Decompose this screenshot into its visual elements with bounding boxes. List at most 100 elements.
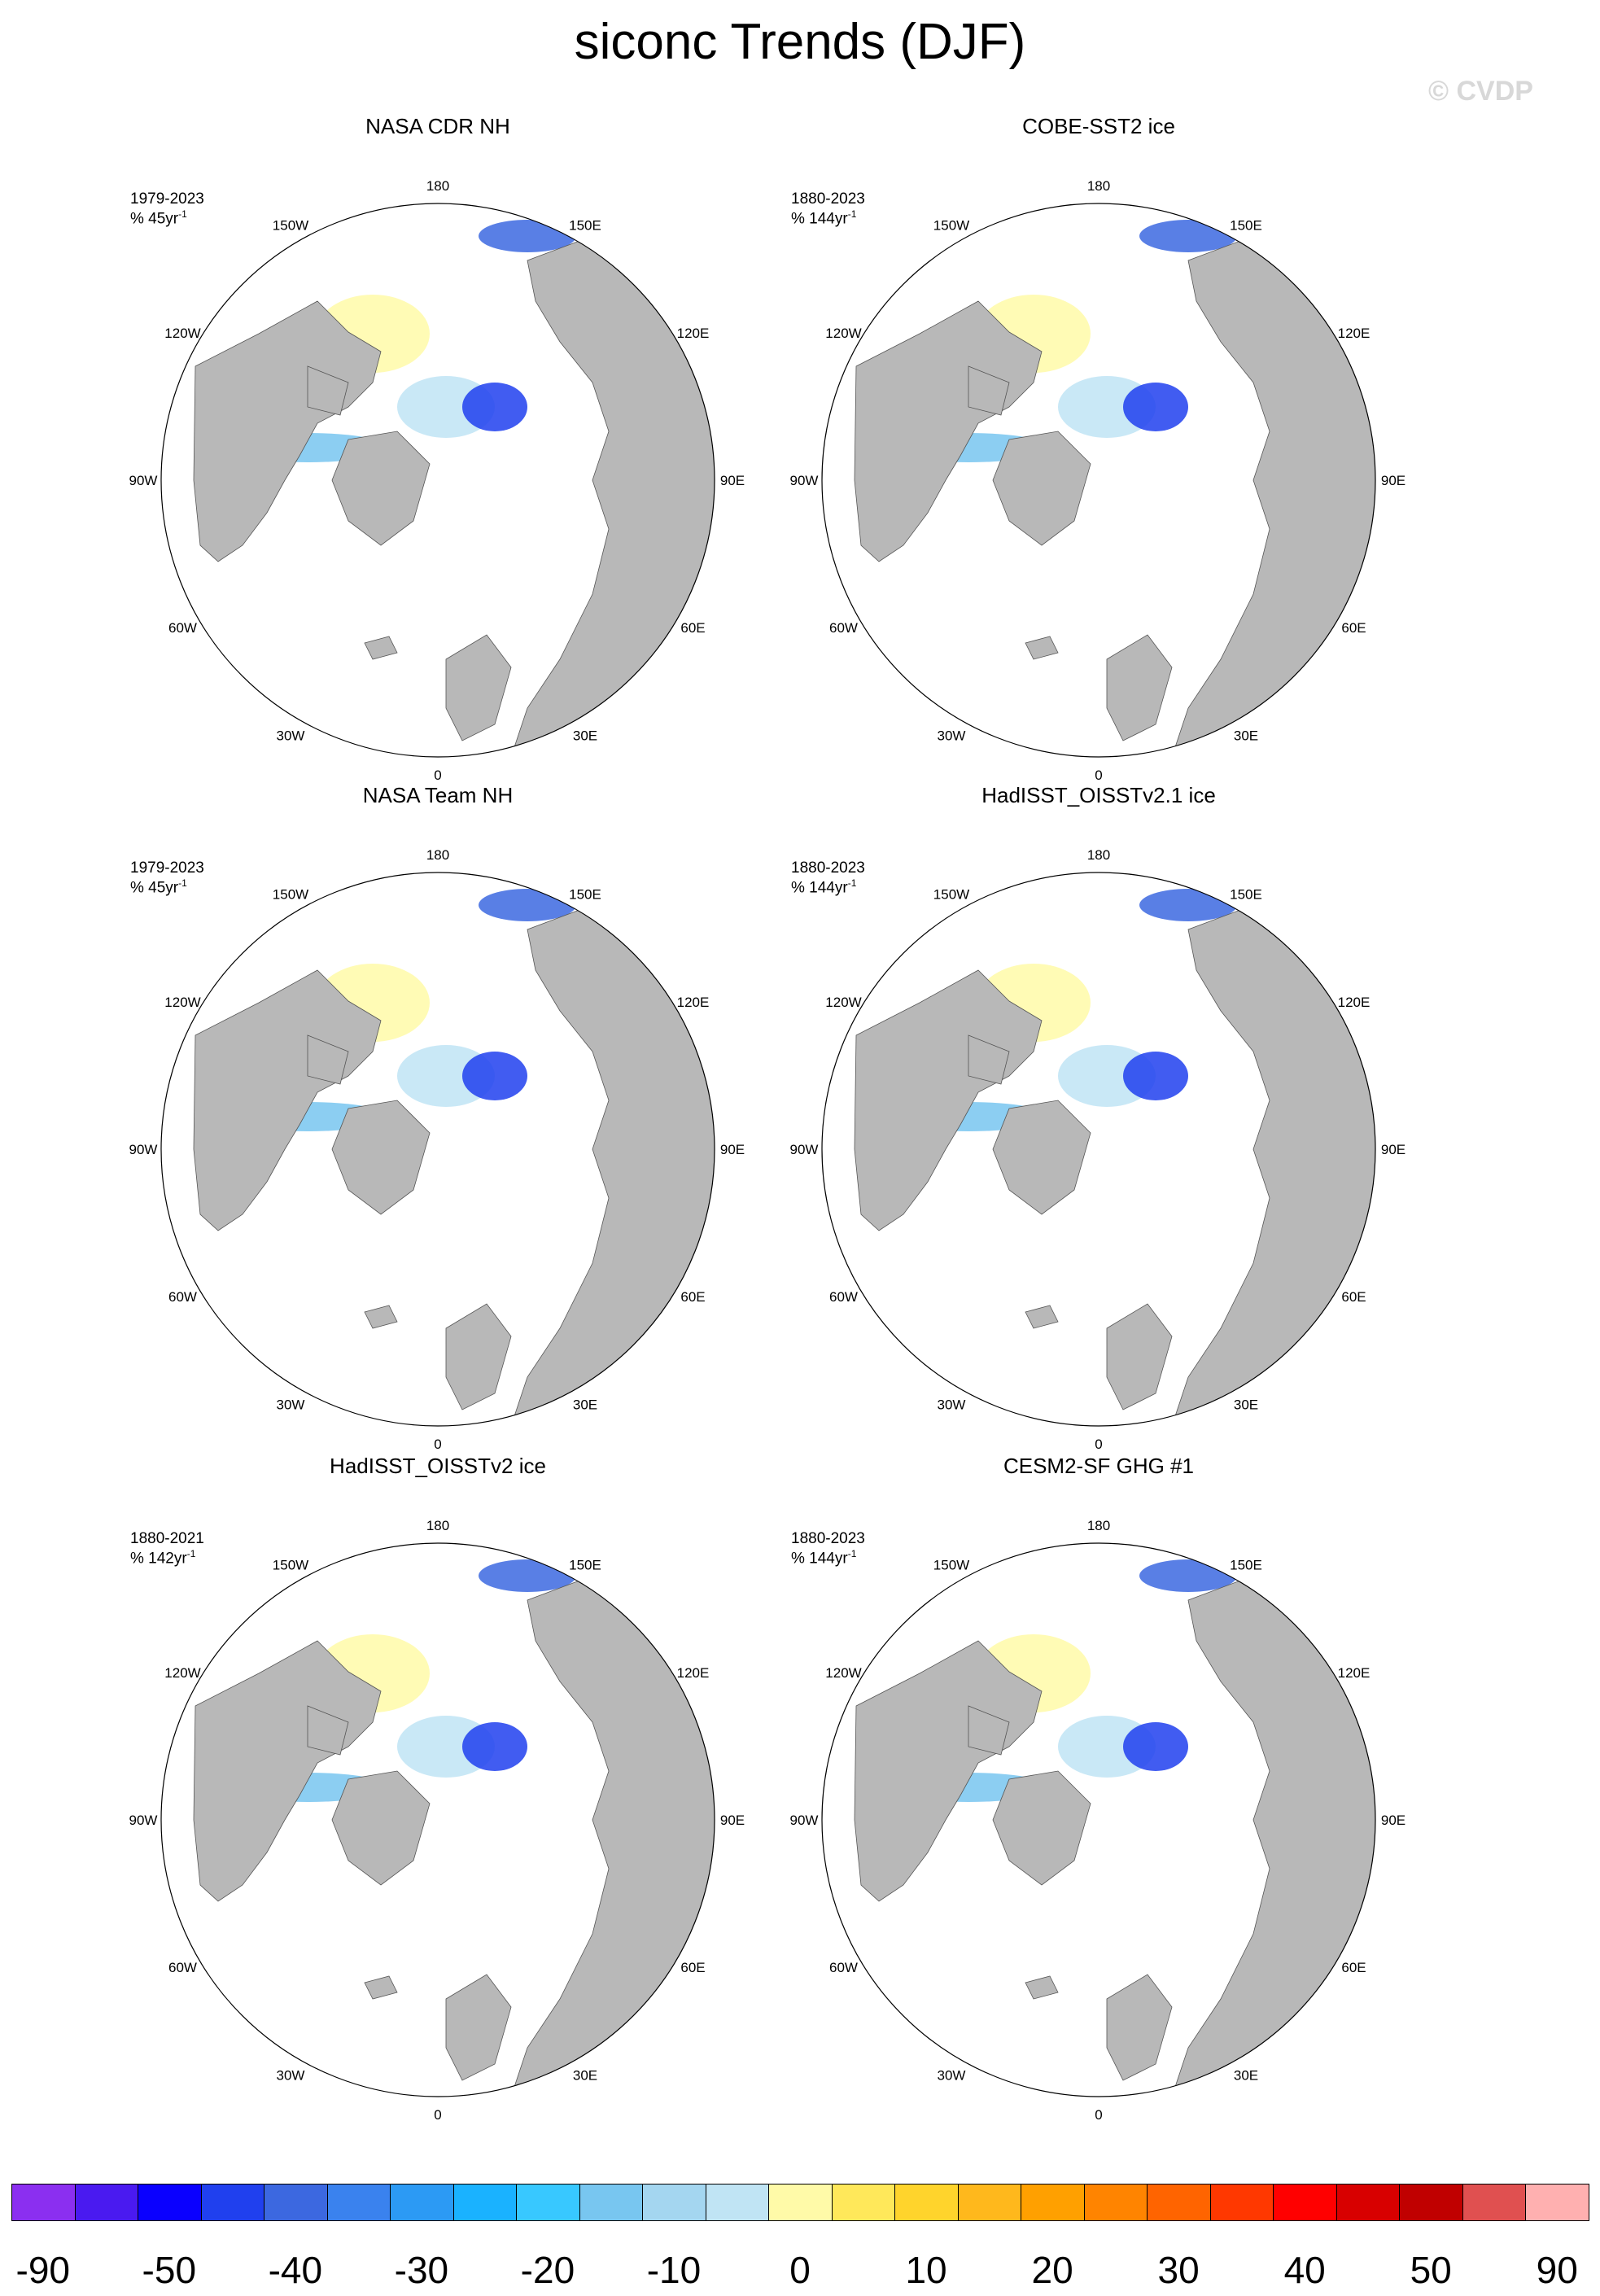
land (992, 431, 1091, 546)
longitude-label: 150W (273, 217, 308, 233)
longitude-label: 120E (1338, 1665, 1370, 1681)
map-panel: CESM2-SF GHG #1 1880-2023% 144yr-1 180 150E… (732, 1454, 1465, 2121)
panel-units: % 144yr-1 (791, 877, 856, 897)
map-border (160, 203, 715, 758)
panel-units: % 144yr-1 (791, 1548, 856, 1568)
longitude-label: 0 (1095, 2107, 1102, 2121)
land (1106, 1974, 1173, 2081)
longitude-label: 120E (677, 995, 710, 1010)
land (364, 1305, 398, 1329)
longitude-label: 90E (720, 1813, 745, 1828)
longitude-label: 0 (434, 768, 441, 781)
panel-title: HadISST_OISSTv2.1 ice (981, 783, 1216, 807)
land (1025, 636, 1059, 660)
land (307, 1705, 349, 1756)
panel-title: NASA Team NH (362, 783, 514, 807)
longitude-label: 150W (273, 886, 308, 902)
longitude-label: 30E (1234, 2068, 1258, 2084)
map-border (821, 203, 1376, 758)
land (445, 634, 512, 741)
colorbar-label: -30 (394, 2249, 449, 2291)
map-border (821, 1542, 1376, 2097)
longitude-label: 0 (1095, 768, 1102, 781)
land (968, 365, 1010, 416)
polar-map: 180 150E 120E 90E 60E 30E 0 30W 60W 90W 120W 150W (790, 1518, 1406, 2121)
colorbar-swatch (1399, 2184, 1463, 2221)
polar-map: 180 150E 120E 90E 60E 30E 0 30W 60W 90W 120W 150W (790, 847, 1406, 1450)
colorbar-swatch (1147, 2184, 1211, 2221)
longitude-label: 30W (277, 728, 305, 744)
longitude-label: 150W (933, 217, 969, 233)
colorbar-swatch (200, 2184, 265, 2221)
colorbar-swatch (326, 2184, 391, 2221)
panel-period: 1880-2023 (791, 859, 865, 877)
longitude-label: 0 (1095, 1437, 1102, 1450)
longitude-label: 30E (1234, 728, 1258, 744)
panel-units: % 144yr-1 (791, 208, 856, 228)
longitude-label: 60E (680, 620, 705, 636)
land (331, 431, 431, 546)
longitude-label: 90E (1381, 1813, 1405, 1828)
longitude-label: 180 (426, 847, 449, 863)
panel-units-exponent: -1 (847, 208, 857, 220)
longitude-label: 30W (277, 2068, 305, 2084)
land (307, 1034, 349, 1085)
panel-title: COBE-SST2 ice (1022, 114, 1175, 138)
map-panel: HadISST_OISSTv2.1 ice 1880-2023% 144yr-1 1… (732, 783, 1465, 1450)
longitude-label: 90W (129, 473, 158, 488)
colorbar-swatch (1083, 2184, 1148, 2221)
longitude-label: 30W (938, 2068, 966, 2084)
panel-units: % 142yr-1 (130, 1548, 195, 1568)
land (364, 1975, 398, 2000)
longitude-label: 150W (933, 886, 969, 902)
longitude-label: 120W (164, 1665, 200, 1681)
panel-units-exponent: -1 (178, 877, 187, 889)
longitude-label: 60E (1341, 620, 1366, 636)
map-border (160, 1542, 715, 2097)
longitude-label: 60W (829, 1960, 858, 1975)
land (1106, 634, 1173, 741)
longitude-label: 30E (573, 728, 597, 744)
longitude-label: 150E (569, 1557, 601, 1572)
colorbar-swatch (579, 2184, 644, 2221)
colorbar-swatch (138, 2184, 202, 2221)
longitude-label: 0 (434, 2107, 441, 2121)
panel-title: NASA CDR NH (365, 114, 510, 138)
colorbar-swatch (1209, 2184, 1274, 2221)
longitude-label: 120E (677, 1665, 710, 1681)
longitude-label: 180 (426, 1518, 449, 1533)
longitude-label: 90E (720, 1142, 745, 1157)
colorbar-swatch (1273, 2184, 1337, 2221)
colorbar-swatch (264, 2184, 328, 2221)
polar-map: 180 150E 120E 90E 60E 30E 0 30W 60W 90W 120W 150W (129, 1518, 745, 2121)
colorbar-swatch (1525, 2184, 1589, 2221)
land (1025, 1305, 1059, 1329)
colorbar-swatch (705, 2184, 770, 2221)
figure-title: siconc Trends (DJF) (574, 14, 1026, 70)
panel-title: CESM2-SF GHG #1 (1003, 1454, 1195, 1478)
longitude-label: 90W (790, 1142, 819, 1157)
land (854, 969, 1043, 1231)
longitude-label: 180 (1087, 178, 1110, 194)
panel-units: % 45yr-1 (130, 208, 187, 228)
colorbar-swatch (74, 2184, 139, 2221)
sea-ice-trend-field (462, 1052, 527, 1100)
sea-ice-trend-field (1123, 1722, 1188, 1771)
panel-units-text: % 142yr (130, 1550, 187, 1568)
panel-units-text: % 144yr (791, 1550, 848, 1568)
colorbar-label: 90 (1536, 2249, 1578, 2291)
panel-period: 1880-2023 (791, 1530, 865, 1547)
longitude-label: 0 (434, 1437, 441, 1450)
longitude-label: 90W (129, 1813, 158, 1828)
longitude-label: 90E (720, 473, 745, 488)
longitude-label: 60E (1341, 1960, 1366, 1975)
land (992, 1770, 1091, 1886)
colorbar-label: 10 (905, 2249, 947, 2291)
sea-ice-trend-field (1123, 1052, 1188, 1100)
colorbar-label: -10 (646, 2249, 702, 2291)
land (364, 636, 398, 660)
colorbar-label: 20 (1031, 2249, 1073, 2291)
polar-map: 180 150E 120E 90E 60E 30E 0 30W 60W 90W 120W 150W (129, 178, 745, 781)
colorbar-swatch (831, 2184, 896, 2221)
longitude-label: 120E (677, 326, 710, 341)
